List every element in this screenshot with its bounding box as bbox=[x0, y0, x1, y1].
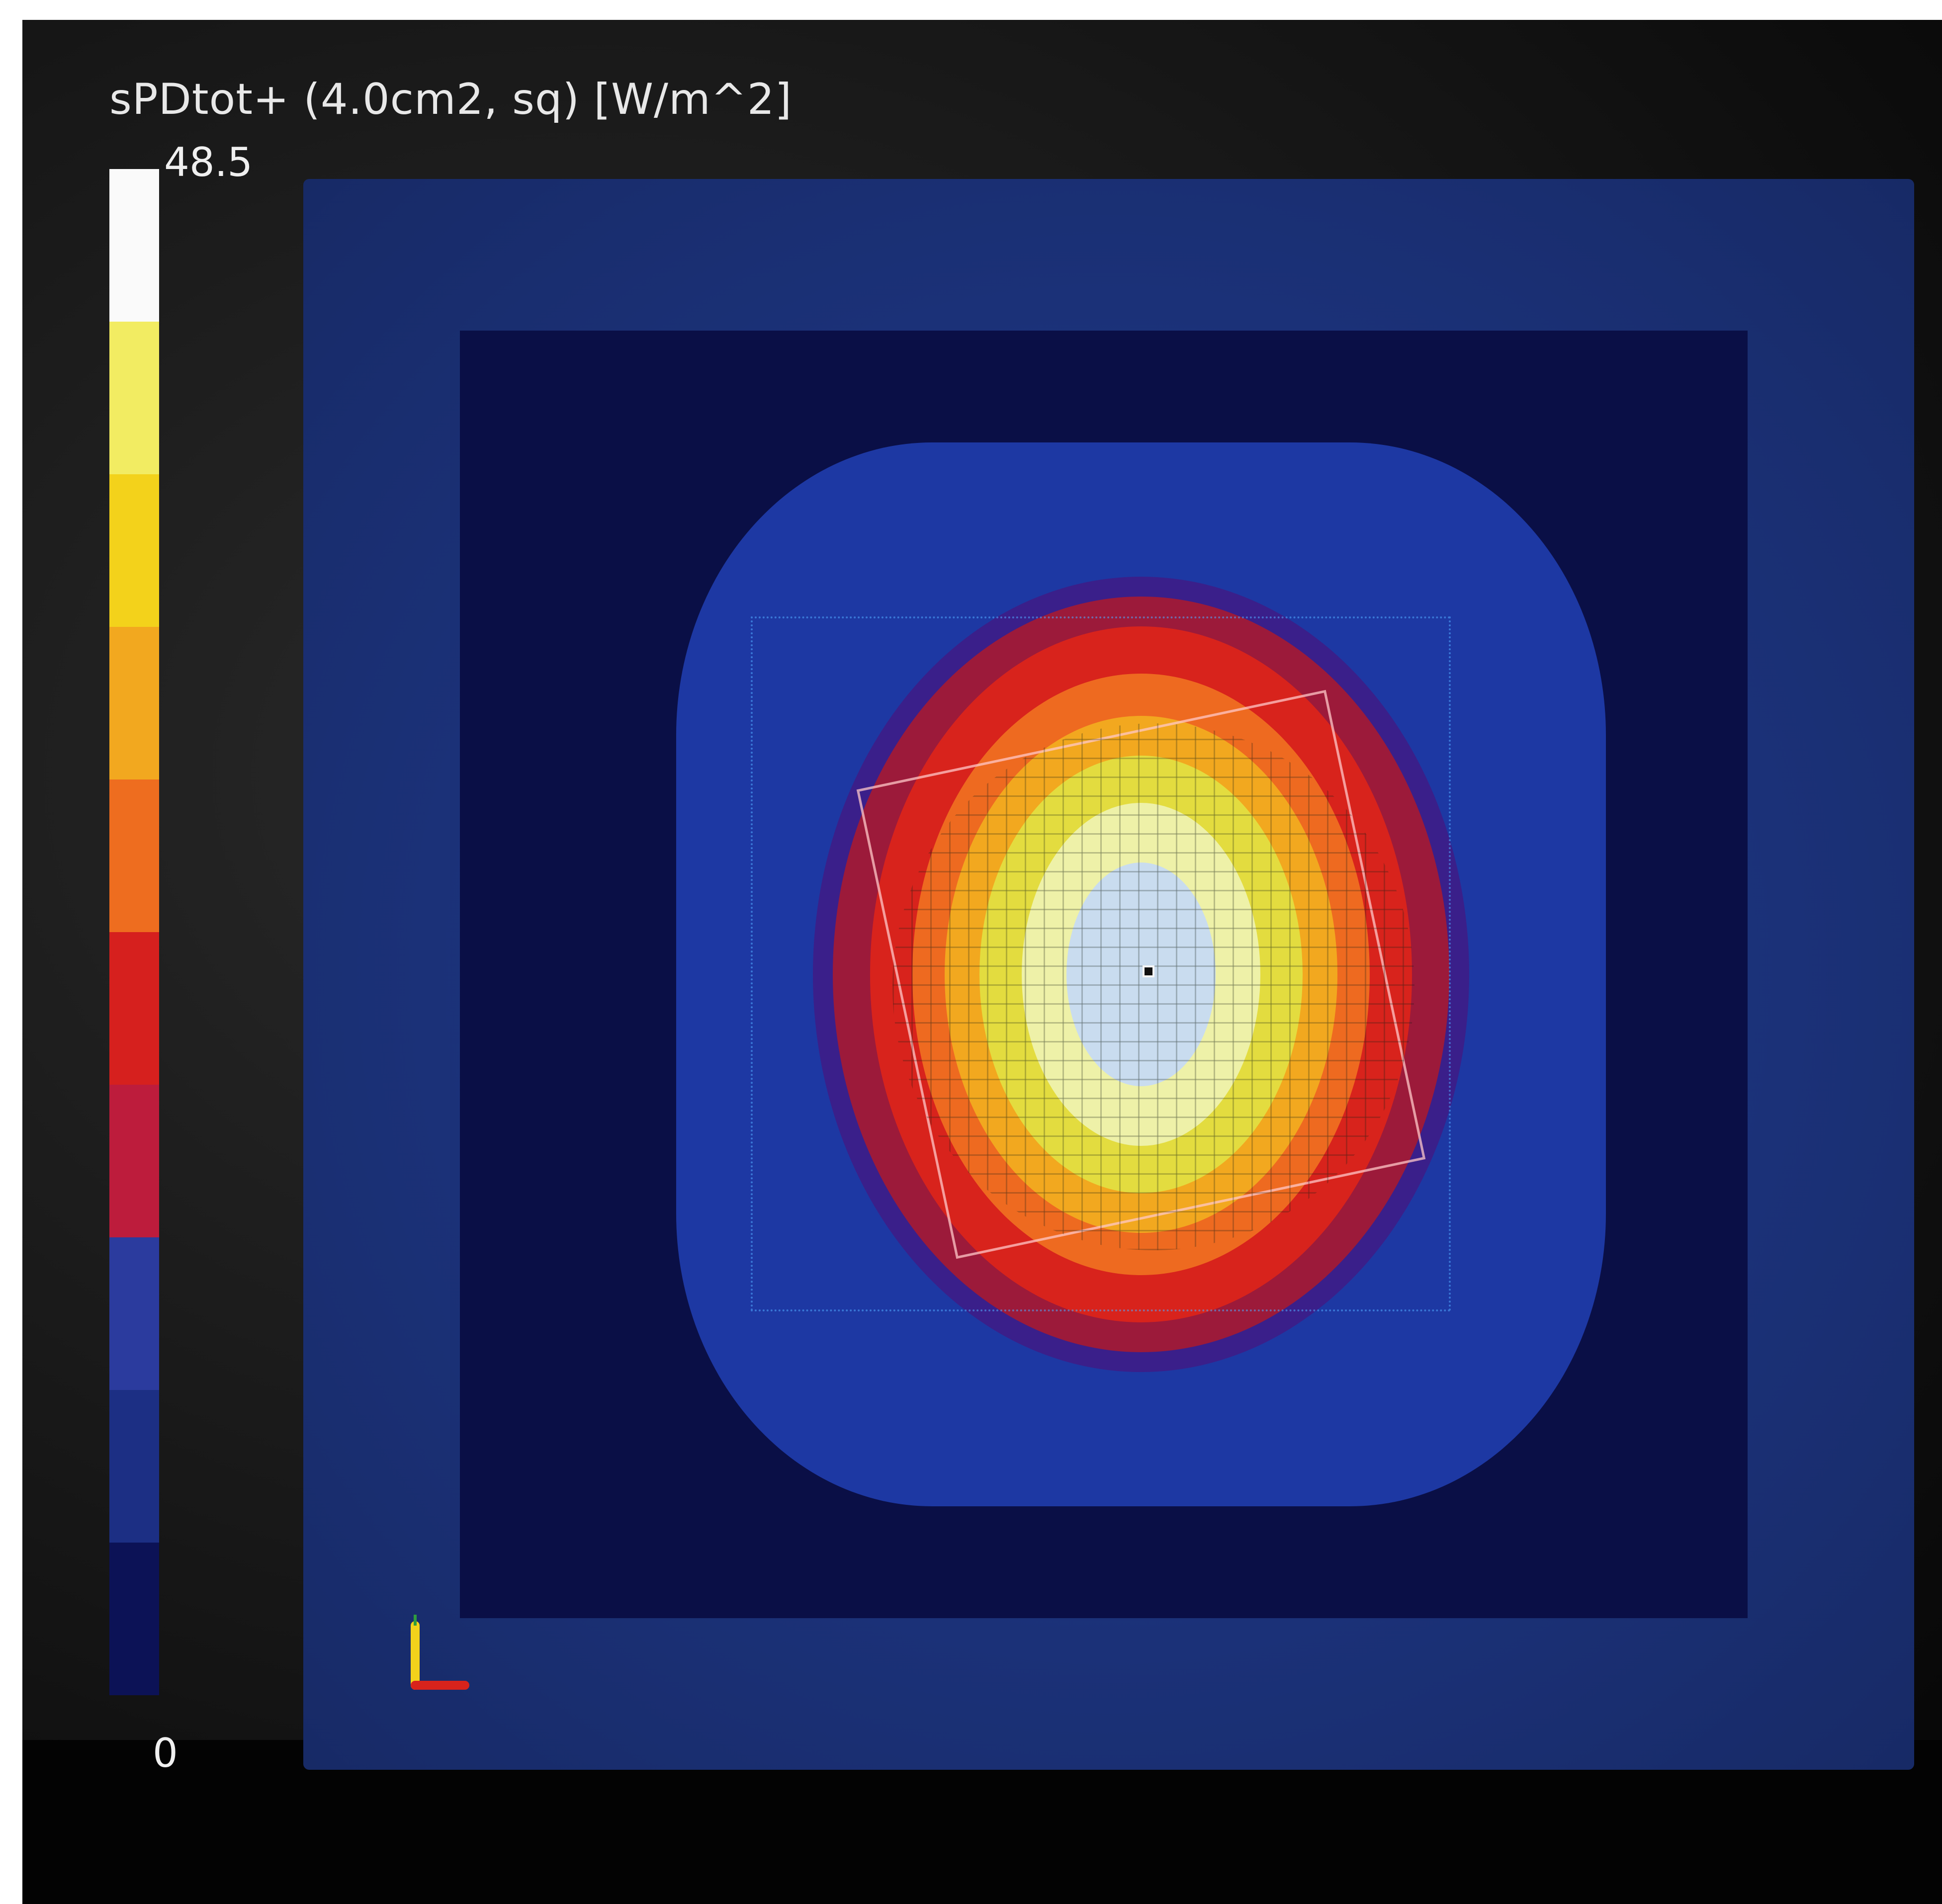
color-legend-segment bbox=[109, 322, 159, 474]
color-legend-segment bbox=[109, 1543, 159, 1695]
measurement-grid bbox=[892, 723, 1414, 1250]
averaging-area-outline bbox=[856, 690, 1426, 1259]
color-legend-segment bbox=[109, 474, 159, 627]
zoom-scan-outline bbox=[751, 616, 1451, 1311]
legend-min-label: 0 bbox=[153, 1730, 178, 1776]
contour-level bbox=[1066, 863, 1216, 1086]
color-legend-segment bbox=[109, 627, 159, 779]
color-legend-bar bbox=[109, 169, 159, 1695]
legend-max-label: 48.5 bbox=[164, 139, 253, 185]
color-legend-segment bbox=[109, 779, 159, 932]
axes-triad-icon bbox=[411, 1615, 469, 1690]
peak-location-marker bbox=[1143, 965, 1154, 977]
color-legend-segment bbox=[109, 1237, 159, 1390]
color-legend-segment bbox=[109, 1390, 159, 1543]
scan-area[interactable] bbox=[460, 331, 1748, 1618]
power-density-contour-map bbox=[460, 331, 1748, 1618]
color-legend-segment bbox=[109, 932, 159, 1085]
color-legend-segment bbox=[109, 169, 159, 322]
legend-title: sPDtot+ (4.0cm2, sq) [W/m^2] bbox=[109, 75, 793, 124]
color-legend-segment bbox=[109, 1085, 159, 1237]
viewport[interactable]: sPDtot+ (4.0cm2, sq) [W/m^2] 48.5 0 bbox=[22, 20, 1942, 1904]
